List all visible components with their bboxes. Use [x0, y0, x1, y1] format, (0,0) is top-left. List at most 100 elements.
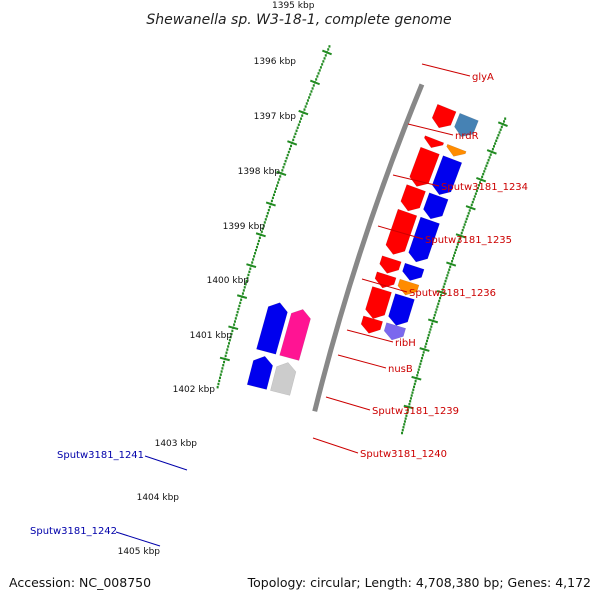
minor-tick-inner	[441, 288, 444, 291]
minor-tick-inner	[439, 294, 442, 297]
feature-sputw3181-1236	[408, 216, 440, 263]
minor-tick-inner	[462, 226, 465, 229]
minor-tick-outer	[239, 301, 242, 305]
minor-tick-inner	[406, 408, 409, 412]
callout-line	[337, 354, 387, 369]
minor-tick-outer	[310, 90, 313, 93]
minor-tick-outer	[240, 298, 243, 301]
feature-sputw3181-1234	[431, 155, 463, 195]
minor-tick-outer	[224, 354, 227, 358]
callout-line	[144, 455, 188, 471]
minor-tick-outer	[225, 351, 228, 354]
major-tick-inner	[497, 121, 508, 128]
minor-tick-outer	[319, 66, 322, 69]
minor-tick-outer	[273, 190, 276, 193]
major-tick-outer	[287, 140, 298, 146]
scale-label: 1395 kbp	[272, 1, 315, 11]
minor-tick-outer	[286, 153, 289, 157]
minor-tick-outer	[233, 320, 236, 323]
minor-tick-outer	[328, 45, 331, 48]
minor-tick-inner	[496, 136, 499, 140]
major-tick-outer	[276, 170, 287, 176]
minor-tick-inner	[467, 212, 470, 215]
minor-tick-outer	[251, 261, 254, 264]
major-tick-inner	[455, 233, 466, 239]
major-tick-inner	[446, 261, 457, 267]
minor-tick-inner	[436, 305, 439, 308]
minor-tick-inner	[453, 251, 456, 254]
minor-tick-outer	[242, 289, 245, 292]
minor-tick-inner	[488, 156, 491, 159]
feature-sputw3181-1239	[388, 293, 415, 326]
minor-tick-outer	[275, 187, 278, 190]
minor-tick-inner	[461, 228, 464, 232]
minor-tick-inner	[413, 385, 416, 389]
minor-tick-outer	[223, 360, 226, 364]
minor-tick-inner	[464, 220, 467, 223]
minor-tick-inner	[430, 325, 433, 328]
minor-tick-outer	[321, 63, 324, 66]
major-tick-outer	[298, 109, 309, 116]
feature-ribh	[402, 262, 425, 281]
minor-tick-outer	[283, 163, 286, 166]
minor-tick-inner	[442, 285, 445, 288]
minor-tick-outer	[304, 105, 307, 108]
minor-tick-inner	[495, 139, 498, 142]
minor-tick-inner	[417, 368, 420, 371]
minor-tick-inner	[499, 128, 502, 131]
feature-glya	[431, 103, 457, 129]
minor-tick-outer	[295, 129, 298, 132]
minor-tick-outer	[297, 123, 300, 126]
minor-tick-inner	[475, 189, 478, 193]
major-tick-inner	[419, 347, 430, 352]
minor-tick-outer	[254, 252, 257, 255]
features	[246, 103, 479, 396]
minor-tick-outer	[227, 345, 230, 348]
scale-label: 1398 kbp	[238, 167, 281, 177]
scale-label: 1397 kbp	[254, 112, 297, 122]
callout-line	[325, 396, 371, 411]
gene-label-sputw3181-1234: Sputw3181_1234	[441, 182, 528, 193]
minor-tick-outer	[260, 230, 263, 233]
minor-tick-inner	[420, 359, 423, 363]
minor-tick-outer	[220, 370, 223, 373]
minor-tick-inner	[401, 431, 404, 435]
minor-tick-outer	[311, 87, 314, 90]
minor-tick-outer	[276, 184, 279, 187]
minor-tick-outer	[256, 242, 259, 246]
minor-tick-inner	[500, 125, 503, 129]
minor-tick-outer	[327, 48, 330, 51]
minor-tick-outer	[226, 348, 229, 351]
minor-tick-outer	[263, 221, 266, 224]
minor-tick-inner	[428, 331, 431, 334]
minor-tick-inner	[410, 394, 413, 397]
gene-label-sputw3181-1239: Sputw3181_1239	[372, 406, 459, 417]
minor-tick-inner	[483, 170, 486, 173]
minor-tick-outer	[246, 276, 249, 280]
scale-label: 1400 kbp	[207, 276, 250, 286]
minor-tick-outer	[323, 57, 326, 60]
minor-tick-outer	[229, 335, 232, 339]
minor-tick-inner	[454, 248, 457, 252]
minor-tick-outer	[261, 227, 264, 230]
minor-tick-inner	[487, 159, 490, 162]
minor-tick-inner	[449, 265, 452, 269]
minor-tick-outer	[282, 166, 285, 169]
minor-tick-inner	[452, 257, 455, 260]
scale-label: 1403 kbp	[155, 439, 198, 449]
gene-label-nrdr: nrdR	[455, 131, 479, 142]
minor-tick-inner	[416, 374, 419, 377]
major-tick-inner	[486, 149, 497, 155]
minor-tick-outer	[278, 178, 281, 181]
minor-tick-outer	[262, 224, 265, 227]
minor-tick-outer	[234, 317, 237, 320]
minor-tick-inner	[401, 428, 404, 432]
major-tick-inner	[436, 289, 447, 295]
minor-tick-inner	[412, 388, 415, 391]
minor-tick-outer	[219, 373, 222, 376]
minor-tick-inner	[445, 277, 448, 280]
minor-tick-outer	[243, 286, 246, 289]
minor-tick-inner	[433, 314, 436, 317]
minor-tick-inner	[403, 423, 406, 426]
